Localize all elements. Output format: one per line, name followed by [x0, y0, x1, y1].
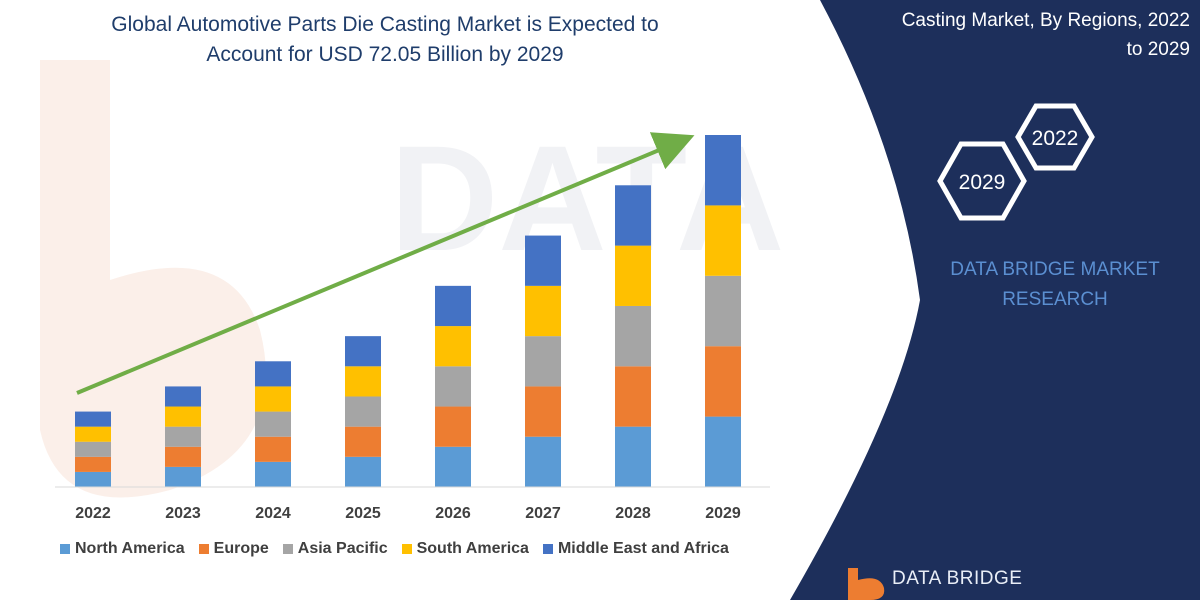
bar-2026-middle-east-and-africa	[435, 285, 471, 327]
bar-2025-north-america	[345, 456, 381, 487]
bar-2023-middle-east-and-africa	[165, 386, 201, 407]
legend-swatch-europe	[198, 544, 209, 554]
badge-year-2029: 2029	[959, 171, 1006, 194]
legend-swatch-north-america	[60, 544, 70, 554]
bar-2028-europe	[615, 366, 651, 427]
bar-2025-south-america	[345, 366, 381, 397]
bar-2023-south-america	[165, 406, 201, 427]
legend-swatch-middle-east-and-africa	[542, 544, 553, 554]
bar-2022-south-america	[75, 426, 111, 442]
x-tick-label-2025: 2025	[345, 505, 381, 522]
legend-label-north-america: North America	[75, 540, 185, 557]
bar-2026-europe	[435, 406, 471, 447]
side-panel-title: Casting Market, By Regions, 2022 to 2029	[810, 6, 1190, 64]
bar-2027-middle-east-and-africa	[525, 235, 561, 286]
hexagon-2022-icon	[1015, 103, 1095, 171]
legend-item-north-america: North America	[60, 540, 185, 558]
bar-2027-north-america	[525, 436, 561, 487]
bar-2028-north-america	[615, 426, 651, 487]
bar-2023-asia-pacific	[165, 426, 201, 447]
legend-swatch-south-america	[401, 544, 412, 554]
bar-2025-middle-east-and-africa	[345, 336, 381, 367]
chart-title: Global Automotive Parts Die Casting Mark…	[40, 10, 730, 70]
bar-2024-south-america	[255, 386, 291, 412]
bar-2028-middle-east-and-africa	[615, 185, 651, 246]
bar-2029-europe	[705, 346, 741, 417]
legend-label-europe: Europe	[213, 540, 269, 557]
legend-swatch-asia-pacific	[282, 544, 293, 554]
x-tick-label-2023: 2023	[165, 505, 201, 522]
brand-line-1: DATA BRIDGE MARKET	[950, 259, 1160, 280]
chart-title-line-1: Global Automotive Parts Die Casting Mark…	[111, 13, 659, 36]
bar-2024-middle-east-and-africa	[255, 361, 291, 387]
brand-line-2: RESEARCH	[1002, 289, 1108, 310]
bar-2029-middle-east-and-africa	[705, 135, 741, 206]
bar-2029-north-america	[705, 416, 741, 487]
bar-2029-asia-pacific	[705, 275, 741, 347]
logo-text: DATA BRIDGE	[892, 568, 1023, 589]
bar-2029-south-america	[705, 205, 741, 276]
watermark-logo-shape	[40, 60, 266, 498]
bar-2024-north-america	[255, 461, 291, 487]
legend-item-europe: Europe	[198, 540, 269, 558]
legend-item-asia-pacific: Asia Pacific	[282, 540, 388, 558]
bar-2026-north-america	[435, 446, 471, 487]
side-panel-title-line-1: Casting Market, By Regions, 2022	[901, 10, 1190, 31]
navy-side-panel	[790, 0, 1200, 600]
bar-2025-europe	[345, 426, 381, 457]
x-tick-label-2022: 2022	[75, 505, 111, 522]
x-tick-label-2026: 2026	[435, 505, 471, 522]
chart-title-line-2: Account for USD 72.05 Billion by 2029	[206, 43, 564, 66]
bar-2024-europe	[255, 436, 291, 462]
bar-2022-north-america	[75, 471, 111, 487]
legend-label-south-america: South America	[416, 540, 529, 557]
brand-name: DATA BRIDGE MARKET RESEARCH	[915, 255, 1195, 315]
bar-2025-asia-pacific	[345, 396, 381, 427]
bar-2023-europe	[165, 446, 201, 467]
legend-item-south-america: South America	[401, 540, 529, 558]
x-tick-label-2029: 2029	[705, 505, 741, 522]
hexagon-2029-icon	[937, 141, 1027, 221]
bar-2027-south-america	[525, 285, 561, 337]
bar-2023-north-america	[165, 466, 201, 487]
bar-2022-middle-east-and-africa	[75, 411, 111, 427]
legend-label-middle-east-and-africa: Middle East and Africa	[557, 540, 729, 557]
bar-2028-asia-pacific	[615, 305, 651, 367]
bar-2027-europe	[525, 386, 561, 437]
bar-2024-asia-pacific	[255, 411, 291, 437]
legend-item-middle-east-and-africa: Middle East and Africa	[542, 540, 729, 558]
x-tick-label-2024: 2024	[255, 505, 291, 522]
bar-2026-asia-pacific	[435, 366, 471, 407]
growth-trend-arrow	[76, 132, 695, 395]
bar-2028-south-america	[615, 245, 651, 306]
logo-mark-icon	[848, 568, 885, 600]
bar-2022-asia-pacific	[75, 441, 111, 457]
badge-year-2022: 2022	[1032, 127, 1079, 150]
bar-2026-south-america	[435, 326, 471, 367]
bar-2027-asia-pacific	[525, 336, 561, 387]
side-panel-title-line-2: to 2029	[1126, 39, 1190, 60]
bar-2022-europe	[75, 456, 111, 472]
chart-legend: North America Europe Asia Pacific South Ame…	[60, 540, 729, 558]
x-tick-label-2027: 2027	[525, 505, 561, 522]
x-tick-label-2028: 2028	[615, 505, 651, 522]
legend-label-asia-pacific: Asia Pacific	[297, 540, 388, 557]
